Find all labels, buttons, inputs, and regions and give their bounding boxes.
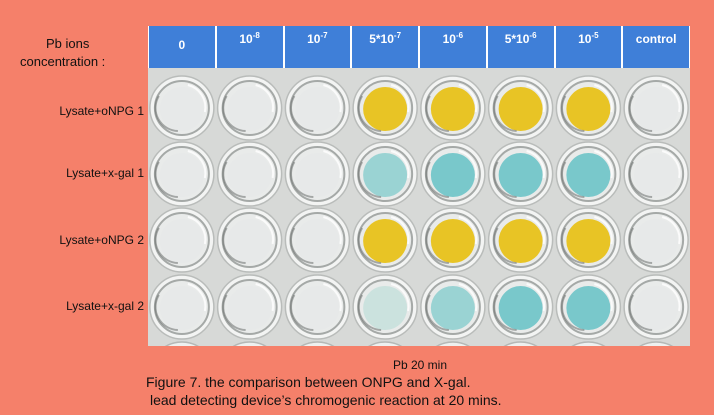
well-r3-c5 xyxy=(420,207,486,273)
well-r1-c1 xyxy=(149,75,215,141)
well-r2-c1 xyxy=(149,141,215,207)
well-r2-c6 xyxy=(487,141,554,207)
well-r1-c6 xyxy=(487,75,554,141)
well-partial-c4 xyxy=(368,341,403,346)
well-r2-c2 xyxy=(216,141,283,207)
figure-caption: Figure 7. the comparison between ONPG an… xyxy=(146,373,502,409)
well-partial-c7 xyxy=(571,341,606,346)
header-col-0: 0 xyxy=(149,26,215,68)
well-partial-c5 xyxy=(435,341,470,346)
axis-label-line1: Pb ions xyxy=(46,36,90,51)
header-col-6: 10 -5 xyxy=(555,26,622,68)
well-r4-c1 xyxy=(149,274,215,340)
well-plate-svg xyxy=(148,68,690,346)
well-r1-c4 xyxy=(352,75,418,141)
well-r3-c7 xyxy=(555,207,622,273)
well-partial-c6 xyxy=(503,341,538,346)
well-r4-c4 xyxy=(352,274,418,340)
well-r4-c3 xyxy=(284,274,351,340)
well-r2-c7 xyxy=(555,141,622,207)
well-partial-c8 xyxy=(639,341,674,346)
well-r3-c1 xyxy=(149,207,215,273)
row-label-2: Lysate+x-gal 1 xyxy=(66,166,144,180)
row-label-1: Lysate+oNPG 1 xyxy=(59,104,144,118)
well-r4-c8 xyxy=(623,274,689,340)
well-r4-c6 xyxy=(487,274,554,340)
well-r2-c4 xyxy=(352,141,418,207)
row-label-3: Lysate+oNPG 2 xyxy=(59,233,144,247)
well-r2-c8 xyxy=(623,141,689,207)
pb-time-label: Pb 20 min xyxy=(392,358,448,372)
header-col-1: 10 -8 xyxy=(216,26,283,68)
well-partial-c3 xyxy=(300,341,335,346)
well-r4-c2 xyxy=(216,274,283,340)
well-r3-c4 xyxy=(352,207,418,273)
header-col-3: 5*10 -7 xyxy=(352,26,418,68)
well-plate-photo xyxy=(148,68,690,346)
caption-line2: lead detecting device’s chromogenic reac… xyxy=(150,392,502,408)
concentration-header: 0 10 -8 10 -7 5*10 -7 10 -6 5*10 -6 10 -5 cont… xyxy=(148,26,690,68)
well-r3-c3 xyxy=(284,207,351,273)
well-partial-c1 xyxy=(164,341,199,346)
well-r4-c7 xyxy=(555,274,622,340)
well-r1-c2 xyxy=(216,75,283,141)
row-label-4: Lysate+x-gal 2 xyxy=(66,299,144,313)
well-r1-c7 xyxy=(555,75,622,141)
well-r4-c5 xyxy=(420,274,486,340)
well-r3-c6 xyxy=(487,207,554,273)
header-col-5: 5*10 -6 xyxy=(487,26,554,68)
well-r2-c3 xyxy=(284,141,351,207)
header-col-7: control xyxy=(623,26,689,68)
header-col-2: 10 -7 xyxy=(284,26,351,68)
well-r3-c8 xyxy=(623,207,689,273)
well-r1-c8 xyxy=(623,75,689,141)
well-r3-c2 xyxy=(216,207,283,273)
axis-label-line2: concentration : xyxy=(20,54,106,69)
well-partial-c2 xyxy=(232,341,267,346)
well-r2-c5 xyxy=(420,141,486,207)
header-col-4: 10 -6 xyxy=(420,26,486,68)
caption-line1: Figure 7. the comparison between ONPG an… xyxy=(146,374,471,390)
concentration-axis-label: Pb ions concentration : xyxy=(14,35,154,71)
well-r1-c5 xyxy=(420,75,486,141)
well-r1-c3 xyxy=(284,75,351,141)
